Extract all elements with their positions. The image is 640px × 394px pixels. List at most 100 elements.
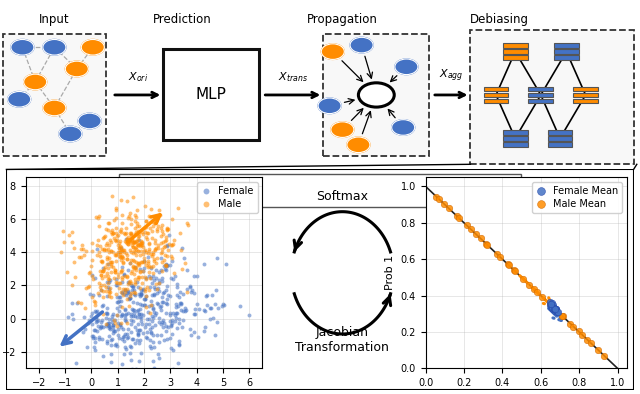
Female [124, 280, 134, 286]
Female [149, 309, 159, 315]
Female [86, 312, 97, 319]
Male [116, 229, 126, 235]
Female [207, 315, 218, 321]
Female [148, 273, 158, 279]
Female [193, 333, 204, 340]
Male [116, 253, 127, 259]
Male [102, 220, 113, 226]
Female [161, 301, 172, 307]
Female [136, 287, 147, 293]
Male [110, 320, 120, 326]
Female [116, 298, 126, 304]
Male Mean [593, 347, 604, 353]
Male Mean [532, 288, 542, 295]
Female [171, 315, 181, 321]
Male [125, 247, 136, 253]
Male [143, 260, 153, 266]
Male [126, 290, 136, 296]
Male [117, 304, 127, 310]
Male [122, 286, 132, 292]
Female [102, 293, 112, 299]
Female [159, 289, 170, 296]
Female [116, 312, 127, 318]
Female [148, 315, 158, 321]
Male [115, 238, 125, 244]
Male [76, 245, 86, 252]
Female [171, 310, 181, 316]
FancyBboxPatch shape [323, 34, 429, 156]
Female [156, 321, 166, 327]
Female [93, 292, 104, 298]
FancyBboxPatch shape [503, 130, 528, 135]
Female [90, 314, 100, 320]
Female [168, 366, 179, 372]
Female [209, 301, 220, 308]
Male [136, 242, 146, 248]
Male [131, 238, 141, 244]
Male [129, 258, 139, 264]
Female [174, 338, 184, 344]
Female [121, 236, 131, 243]
Female [186, 284, 196, 290]
Female [146, 265, 156, 271]
Female [125, 342, 135, 349]
Female [147, 280, 157, 286]
Male [80, 305, 90, 311]
Female [152, 332, 163, 338]
Female [176, 301, 186, 307]
Male [84, 283, 94, 290]
Female [120, 312, 131, 318]
Male [142, 236, 152, 243]
Male [162, 227, 172, 233]
Female [175, 288, 186, 295]
Male [140, 286, 150, 292]
Male [72, 299, 83, 306]
Female [160, 266, 170, 272]
Female [111, 341, 122, 348]
Male [114, 249, 124, 255]
Female [110, 342, 120, 348]
Female [116, 336, 127, 342]
Female [153, 285, 163, 291]
Male [132, 242, 143, 248]
Male [115, 228, 125, 234]
Male [147, 263, 157, 269]
Female [127, 313, 138, 319]
Female [106, 342, 116, 348]
Female [115, 322, 125, 328]
Male Mean [573, 328, 584, 335]
Female [127, 318, 138, 324]
Male [153, 242, 163, 248]
Circle shape [8, 91, 31, 107]
Female [161, 267, 171, 273]
Male [81, 248, 91, 254]
Male [148, 249, 158, 255]
Male [111, 251, 122, 257]
Female [164, 232, 174, 238]
Male Mean [509, 267, 519, 273]
Female [134, 311, 145, 318]
Male [109, 268, 120, 275]
Male [113, 273, 123, 280]
Male [156, 240, 166, 246]
Male [122, 273, 132, 279]
Female [129, 310, 139, 316]
Female [204, 316, 214, 322]
Male [131, 252, 141, 258]
Female [171, 304, 181, 310]
Male [74, 254, 84, 260]
Female [132, 279, 142, 285]
Male [182, 220, 192, 226]
Female [116, 324, 127, 330]
Female [148, 344, 159, 351]
Female [161, 327, 172, 334]
Female [136, 290, 146, 296]
Female [170, 312, 180, 318]
Male [152, 286, 162, 292]
Female [128, 307, 138, 313]
Male [141, 218, 151, 225]
Female [101, 338, 111, 344]
Female [150, 311, 160, 318]
Male [120, 238, 130, 245]
Male [109, 252, 120, 258]
